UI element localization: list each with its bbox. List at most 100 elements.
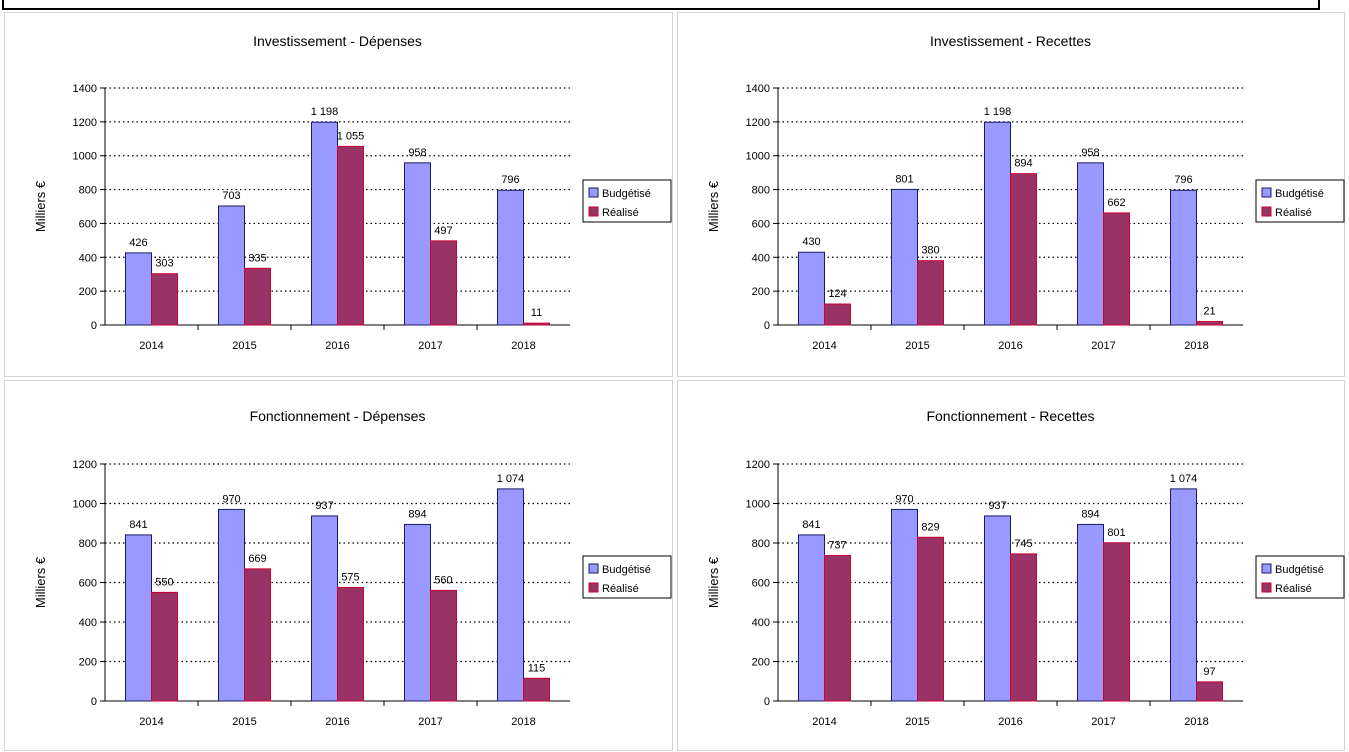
data-label: 958 xyxy=(1081,147,1099,159)
data-label: 703 xyxy=(222,190,240,202)
top-frame-bar xyxy=(2,0,1320,10)
y-tick-label: 0 xyxy=(764,320,770,332)
y-tick-label: 0 xyxy=(91,696,97,708)
legend-swatch-budgetise xyxy=(588,187,599,198)
data-label: 829 xyxy=(921,521,939,533)
bar-realise xyxy=(337,145,364,326)
bar-budgetise xyxy=(798,534,825,702)
x-tick-label: 2016 xyxy=(325,340,349,352)
bar-realise xyxy=(917,536,944,702)
legend-swatch-realise xyxy=(588,582,599,593)
bar-realise xyxy=(1196,681,1223,702)
y-tick-label: 800 xyxy=(752,185,770,197)
data-label: 1 074 xyxy=(1170,473,1198,485)
data-label: 426 xyxy=(129,237,147,249)
bar-realise xyxy=(1196,320,1223,326)
data-label: 430 xyxy=(802,236,820,248)
bar-budgetise xyxy=(218,508,245,702)
data-label: 335 xyxy=(248,252,266,264)
legend-label-budgetise: Budgétisé xyxy=(602,188,651,200)
y-tick-label: 0 xyxy=(764,696,770,708)
x-tick-label: 2018 xyxy=(511,716,535,728)
chart-panel-fonctionnement-depenses: Fonctionnement - Dépenses Milliers € 0 200 4… xyxy=(4,380,673,751)
data-label: 303 xyxy=(155,258,173,270)
data-label: 97 xyxy=(1203,666,1215,678)
bar-budgetise xyxy=(497,189,524,326)
legend-swatch-realise xyxy=(1261,206,1272,217)
data-label: 937 xyxy=(988,500,1006,512)
bar-realise xyxy=(824,554,851,702)
bar-realise xyxy=(1103,212,1130,326)
data-label: 575 xyxy=(341,571,359,583)
legend-swatch-budgetise xyxy=(1261,563,1272,574)
y-tick-label: 600 xyxy=(79,578,97,590)
y-axis-label: Milliers € xyxy=(706,556,721,608)
y-tick-label: 1200 xyxy=(746,117,770,129)
data-label: 550 xyxy=(155,576,173,588)
legend-swatch-budgetise xyxy=(588,563,599,574)
x-tick-label: 2014 xyxy=(812,716,836,728)
bar-budgetise xyxy=(125,534,152,702)
data-label: 894 xyxy=(1081,508,1099,520)
y-tick-label: 400 xyxy=(79,252,97,264)
bar-budgetise xyxy=(218,205,245,326)
bar-realise xyxy=(337,586,364,702)
chart-investissement-depenses: Investissement - Dépenses Milliers € 0 200 4… xyxy=(33,33,672,352)
legend-label-budgetise: Budgétisé xyxy=(602,564,651,576)
legend-label-realise: Réalisé xyxy=(1275,583,1312,595)
data-label: 560 xyxy=(434,574,452,586)
y-tick-label: 200 xyxy=(752,657,770,669)
y-tick-label: 400 xyxy=(752,252,770,264)
y-tick-label: 200 xyxy=(79,286,97,298)
chart-investissement-recettes: Investissement - Recettes Milliers € 0 200 4… xyxy=(706,33,1345,352)
chart-panel-fonctionnement-recettes: Fonctionnement - Recettes Milliers € 0 200 4… xyxy=(677,380,1345,751)
legend-label-realise: Réalisé xyxy=(1275,207,1312,219)
bar-budgetise xyxy=(1077,162,1104,326)
x-tick-label: 2016 xyxy=(998,340,1022,352)
legend-swatch-budgetise xyxy=(1261,187,1272,198)
y-tick-label: 600 xyxy=(752,218,770,230)
data-label: 737 xyxy=(828,539,846,551)
data-label: 662 xyxy=(1107,197,1125,209)
data-label: 745 xyxy=(1014,538,1032,550)
y-tick-label: 600 xyxy=(79,218,97,230)
bar-budgetise xyxy=(404,523,431,702)
chart-panel-investissement-depenses: Investissement - Dépenses Milliers € 0 200 4… xyxy=(4,12,673,377)
legend-label-realise: Réalisé xyxy=(602,207,639,219)
bar-budgetise xyxy=(404,162,431,326)
x-tick-label: 2015 xyxy=(232,340,256,352)
data-label: 1 074 xyxy=(497,473,525,485)
y-axis-label: Milliers € xyxy=(33,180,48,232)
y-tick-label: 1000 xyxy=(746,151,770,163)
data-label: 894 xyxy=(1014,158,1032,170)
data-label: 115 xyxy=(528,662,546,674)
bar-budgetise xyxy=(891,188,918,326)
x-tick-label: 2017 xyxy=(418,340,442,352)
data-label: 380 xyxy=(921,245,939,257)
y-tick-label: 1000 xyxy=(73,151,97,163)
x-tick-label: 2017 xyxy=(418,716,442,728)
bar-budgetise xyxy=(1077,523,1104,702)
bar-budgetise xyxy=(125,252,152,326)
y-tick-label: 1200 xyxy=(73,117,97,129)
data-label: 1 055 xyxy=(337,130,365,142)
bar-realise xyxy=(244,267,271,326)
chart-title: Investissement - Recettes xyxy=(930,33,1091,49)
legend-label-budgetise: Budgétisé xyxy=(1275,188,1324,200)
data-label: 801 xyxy=(895,173,913,185)
y-tick-label: 400 xyxy=(752,617,770,629)
y-tick-label: 200 xyxy=(79,657,97,669)
bar-budgetise xyxy=(984,121,1011,326)
data-label: 669 xyxy=(248,553,266,565)
y-axis-label: Milliers € xyxy=(33,556,48,608)
bar-budgetise xyxy=(891,508,918,702)
x-tick-label: 2016 xyxy=(325,716,349,728)
chart-fonctionnement-recettes: Fonctionnement - Recettes Milliers € 0 200 4… xyxy=(706,408,1345,728)
bar-realise xyxy=(151,273,178,326)
bar-realise xyxy=(151,591,178,702)
y-tick-label: 400 xyxy=(79,617,97,629)
y-tick-label: 800 xyxy=(752,538,770,550)
x-tick-label: 2014 xyxy=(139,716,163,728)
y-tick-label: 1000 xyxy=(746,499,770,511)
y-tick-label: 1200 xyxy=(73,459,97,471)
